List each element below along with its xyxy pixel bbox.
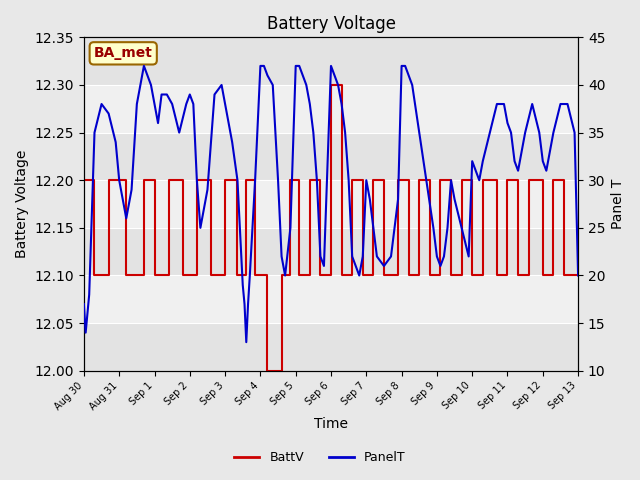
Y-axis label: Panel T: Panel T xyxy=(611,179,625,229)
Bar xyxy=(84,132,578,180)
Legend: BattV, PanelT: BattV, PanelT xyxy=(229,446,411,469)
Bar xyxy=(84,323,578,371)
Title: Battery Voltage: Battery Voltage xyxy=(266,15,396,33)
Text: BA_met: BA_met xyxy=(94,47,153,60)
Bar xyxy=(84,228,578,276)
Bar xyxy=(84,37,578,85)
X-axis label: Time: Time xyxy=(314,418,348,432)
Y-axis label: Battery Voltage: Battery Voltage xyxy=(15,150,29,258)
